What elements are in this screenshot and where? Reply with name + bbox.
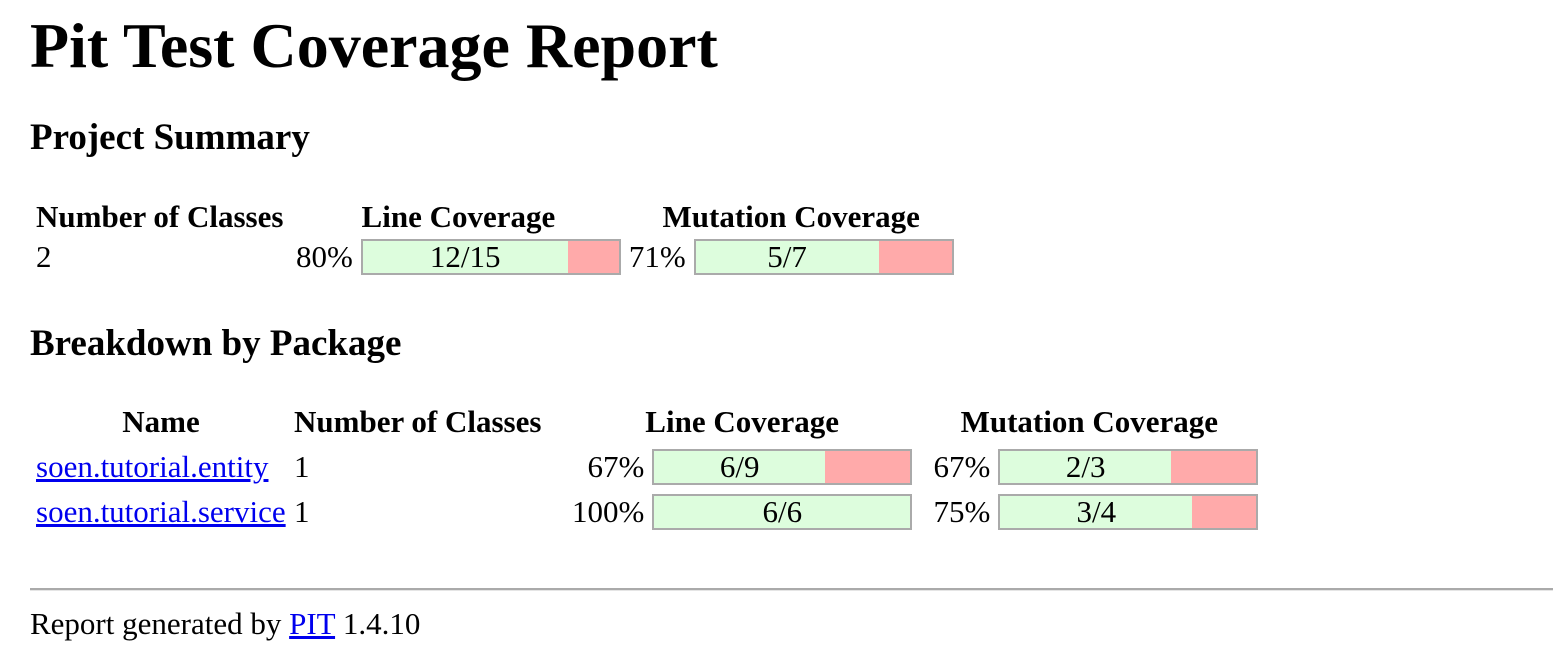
coverage-fill <box>654 451 825 483</box>
summary-line-coverage-percent: 80% <box>296 239 353 274</box>
coverage-legend: 12/15 <box>429 239 501 274</box>
summary-row: 2 80% 12/15 71% 5/7 <box>34 239 956 275</box>
summary-classes-value: 2 <box>36 239 52 274</box>
coverage-fill <box>654 496 911 528</box>
package-line-coverage-percent: 100% <box>572 494 645 529</box>
package-link-entity[interactable]: soen.tutorial.entity <box>36 449 269 484</box>
package-line-coverage-percent: 67% <box>587 449 645 484</box>
pit-link[interactable]: PIT <box>289 606 336 641</box>
page-title: Pit Test Coverage Report <box>30 10 718 81</box>
summary-mutation-coverage-bar: 5/7 <box>693 239 954 275</box>
package-mutation-coverage-bar: 2/3 <box>998 449 1259 485</box>
summary-mutation-coverage-percent: 71% <box>628 239 686 274</box>
package-line-coverage-bar: 6/6 <box>652 494 913 530</box>
coverage-legend: 2/3 <box>1065 449 1106 484</box>
coverage-fill <box>1000 496 1193 528</box>
footer-version: 1.4.10 <box>342 606 421 641</box>
footer-divider <box>30 588 1553 591</box>
coverage-legend: 3/4 <box>1076 494 1117 529</box>
breakdown-name-header: Name <box>122 404 200 439</box>
project-summary-heading: Project Summary <box>30 117 310 158</box>
table-row: soen.tutorial.entity 1 67% 6/9 67% 2/3 <box>34 444 1260 485</box>
package-mutation-coverage-percent: 75% <box>933 494 991 529</box>
breakdown-mutation-coverage-header: Mutation Coverage <box>960 404 1219 439</box>
package-mutation-coverage-percent: 67% <box>933 449 991 484</box>
summary-classes-header: Number of Classes <box>36 199 284 234</box>
coverage-fill <box>362 241 568 273</box>
summary-line-coverage-header: Line Coverage <box>361 199 556 234</box>
coverage-legend: 6/6 <box>762 494 803 529</box>
table-row: soen.tutorial.service 1 100% 6/6 75% 3/4 <box>34 489 1260 530</box>
footer-prefix: Report generated by <box>30 606 282 641</box>
coverage-fill <box>1000 451 1171 483</box>
package-link-service[interactable]: soen.tutorial.service <box>36 494 286 529</box>
breakdown-classes-header: Number of Classes <box>294 404 542 439</box>
summary-mutation-coverage-header: Mutation Coverage <box>662 199 920 234</box>
coverage-legend: 5/7 <box>767 239 807 274</box>
project-summary-table: Number of Classes Line Coverage Mutation… <box>30 195 960 279</box>
breakdown-line-coverage-header: Line Coverage <box>645 404 840 439</box>
coverage-legend: 6/9 <box>719 449 760 484</box>
package-mutation-coverage-bar: 3/4 <box>998 494 1259 530</box>
package-classes-value: 1 <box>294 449 310 484</box>
package-breakdown-table: Name Number of Classes Line Coverage Mut… <box>30 400 1264 534</box>
summary-line-coverage-bar: 12/15 <box>360 239 621 275</box>
coverage-fill <box>695 241 879 273</box>
footer: Report generated by PIT 1.4.10 <box>30 604 420 644</box>
package-line-coverage-bar: 6/9 <box>652 449 913 485</box>
package-classes-value: 1 <box>294 494 310 529</box>
breakdown-heading: Breakdown by Package <box>30 323 402 364</box>
